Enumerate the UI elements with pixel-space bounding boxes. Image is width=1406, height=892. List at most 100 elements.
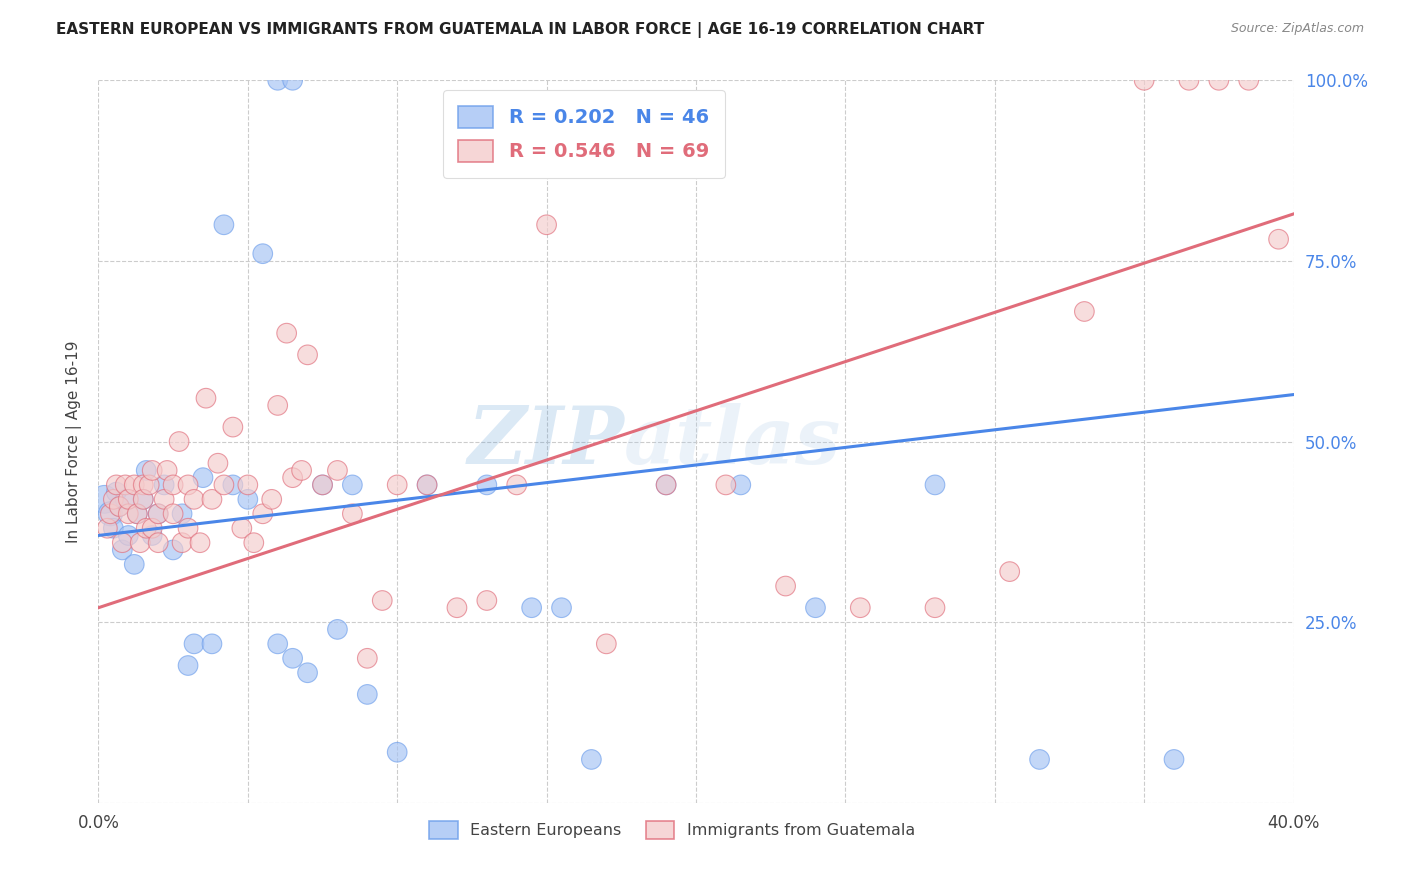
- Point: [655, 478, 678, 492]
- Point: [98, 507, 122, 521]
- Point: [371, 593, 394, 607]
- Point: [281, 651, 304, 665]
- Point: [111, 535, 134, 549]
- Point: [153, 492, 176, 507]
- Point: [416, 478, 439, 492]
- Point: [132, 478, 155, 492]
- Y-axis label: In Labor Force | Age 16-19: In Labor Force | Age 16-19: [66, 340, 82, 543]
- Text: EASTERN EUROPEAN VS IMMIGRANTS FROM GUATEMALA IN LABOR FORCE | AGE 16-19 CORRELA: EASTERN EUROPEAN VS IMMIGRANTS FROM GUAT…: [56, 22, 984, 38]
- Point: [124, 558, 146, 572]
- Point: [114, 492, 136, 507]
- Point: [267, 398, 290, 412]
- Point: [148, 507, 170, 521]
- Point: [1133, 73, 1156, 87]
- Point: [127, 507, 149, 521]
- Point: [655, 478, 678, 492]
- Point: [212, 218, 235, 232]
- Point: [124, 478, 146, 492]
- Point: [1073, 304, 1095, 318]
- Point: [281, 73, 304, 87]
- Text: atlas: atlas: [624, 403, 842, 480]
- Point: [132, 492, 155, 507]
- Point: [1267, 232, 1289, 246]
- Point: [385, 745, 409, 759]
- Point: [475, 478, 498, 492]
- Point: [177, 478, 200, 492]
- Point: [581, 752, 603, 766]
- Point: [267, 73, 290, 87]
- Point: [156, 463, 179, 477]
- Point: [98, 507, 122, 521]
- Point: [267, 637, 290, 651]
- Point: [111, 542, 134, 557]
- Point: [212, 478, 235, 492]
- Point: [730, 478, 752, 492]
- Point: [1178, 73, 1201, 87]
- Point: [998, 565, 1021, 579]
- Point: [183, 637, 205, 651]
- Point: [188, 535, 211, 549]
- Point: [207, 456, 229, 470]
- Point: [138, 478, 160, 492]
- Point: [326, 623, 349, 637]
- Point: [924, 600, 946, 615]
- Point: [132, 492, 155, 507]
- Point: [311, 478, 333, 492]
- Point: [105, 478, 128, 492]
- Point: [536, 218, 558, 232]
- Point: [103, 492, 125, 507]
- Point: [236, 492, 259, 507]
- Point: [222, 478, 245, 492]
- Point: [177, 521, 200, 535]
- Text: ZIP: ZIP: [467, 403, 624, 480]
- Point: [153, 478, 176, 492]
- Legend: Eastern Europeans, Immigrants from Guatemala: Eastern Europeans, Immigrants from Guate…: [422, 814, 922, 846]
- Point: [236, 478, 259, 492]
- Point: [550, 600, 572, 615]
- Point: [114, 478, 136, 492]
- Point: [342, 478, 364, 492]
- Point: [162, 507, 184, 521]
- Point: [849, 600, 872, 615]
- Point: [141, 521, 163, 535]
- Point: [135, 521, 157, 535]
- Point: [804, 600, 827, 615]
- Point: [276, 326, 298, 340]
- Point: [385, 478, 409, 492]
- Point: [117, 492, 139, 507]
- Point: [201, 637, 224, 651]
- Point: [148, 535, 170, 549]
- Point: [311, 478, 333, 492]
- Point: [446, 600, 468, 615]
- Point: [117, 528, 139, 542]
- Point: [356, 651, 378, 665]
- Point: [172, 507, 194, 521]
- Point: [167, 434, 190, 449]
- Point: [162, 542, 184, 557]
- Point: [326, 463, 349, 477]
- Point: [195, 391, 218, 405]
- Point: [108, 500, 131, 514]
- Point: [191, 470, 214, 484]
- Point: [222, 420, 245, 434]
- Point: [162, 478, 184, 492]
- Point: [127, 507, 149, 521]
- Point: [108, 500, 131, 514]
- Point: [416, 478, 439, 492]
- Point: [924, 478, 946, 492]
- Point: [148, 507, 170, 521]
- Point: [252, 507, 274, 521]
- Point: [93, 492, 115, 507]
- Point: [141, 528, 163, 542]
- Point: [281, 470, 304, 484]
- Point: [141, 463, 163, 477]
- Point: [291, 463, 314, 477]
- Point: [1163, 752, 1185, 766]
- Point: [260, 492, 283, 507]
- Point: [1208, 73, 1230, 87]
- Point: [775, 579, 797, 593]
- Point: [595, 637, 617, 651]
- Point: [183, 492, 205, 507]
- Point: [243, 535, 266, 549]
- Point: [297, 348, 319, 362]
